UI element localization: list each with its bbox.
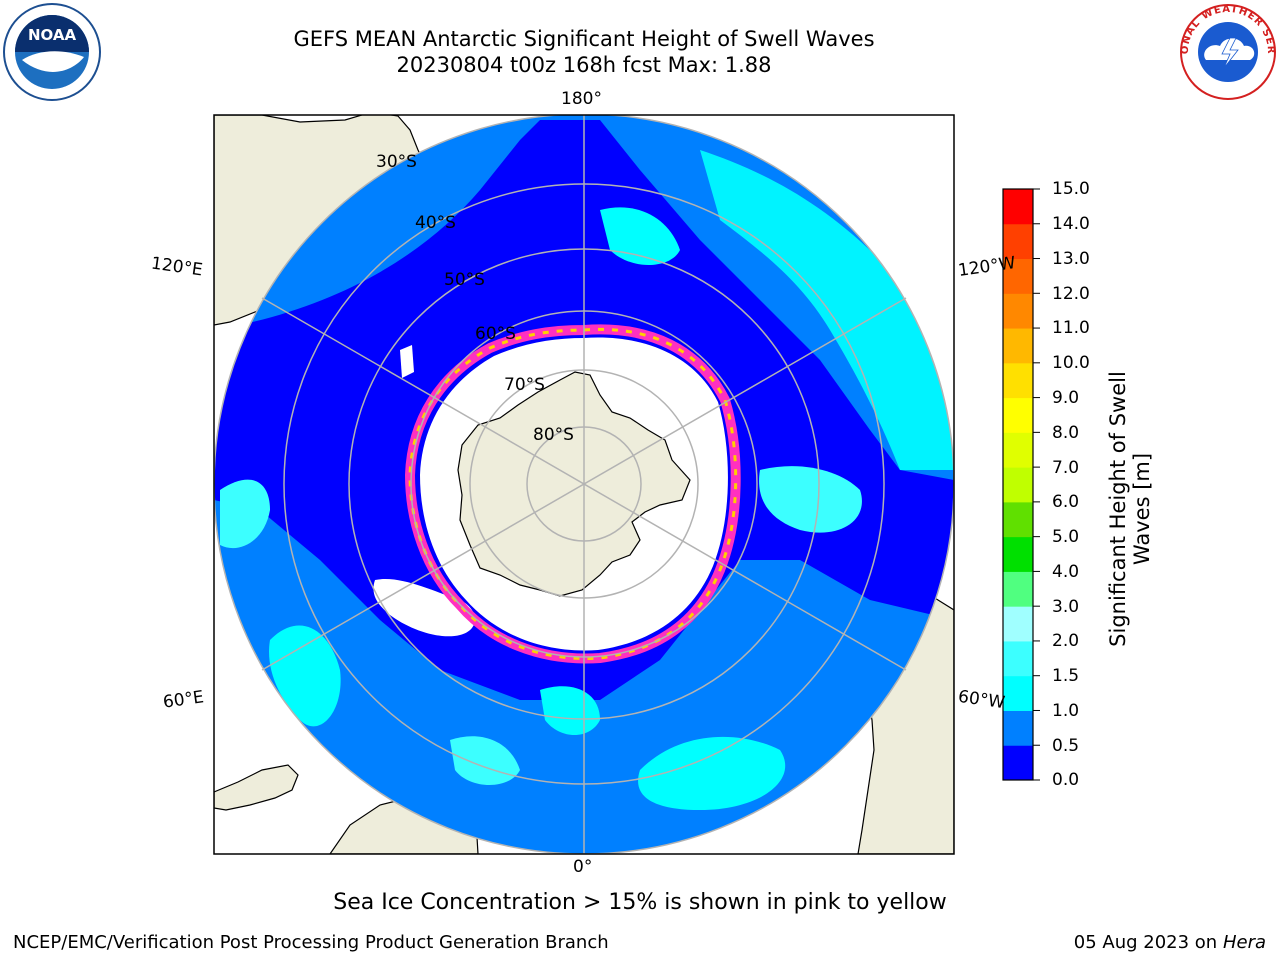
noaa-logo: NOAA [3,3,101,101]
colorbar-swatch [1003,362,1033,399]
colorbar-tick: 11.0 [1052,318,1090,338]
nws-logo: NATIONAL WEATHER SERVICE [1178,2,1276,100]
colorbar-tick: 4.0 [1052,562,1080,582]
colorbar-swatch [1003,571,1033,607]
colorbar-swatch [1003,606,1033,642]
antarctica-land [457,371,691,597]
colorbar-swatch [1003,189,1033,225]
madagascar-land [214,764,299,811]
colorbar-tick: 12.0 [1052,284,1090,304]
colorbar-tick: 5.0 [1052,527,1080,547]
colorbar-tick: 7.0 [1052,458,1080,478]
colorbar-tick: 2.0 [1052,631,1080,651]
colorbar-swatch [1003,710,1033,746]
colorbar [1003,188,1040,781]
date-stamp: 05 Aug 2023 on Hera [1074,932,1266,953]
colorbar-tick: 3.0 [1052,597,1080,617]
colorbar-swatch [1003,397,1033,433]
lon-label-0: 0° [573,857,593,877]
lat-label-30s: 30°S [376,152,417,172]
lon-label-180: 180° [561,89,602,109]
lat-label-70s: 70°S [504,375,545,395]
colorbar-frame [1002,188,1034,781]
colorbar-tick: 14.0 [1052,214,1090,234]
colorbar-tick: 1.0 [1052,701,1080,721]
colorbar-swatch [1003,293,1033,329]
graticule [214,115,954,854]
colorbar-tick: 1.5 [1052,666,1080,686]
colorbar-swatch [1003,467,1033,503]
date-stamp-date: 05 Aug 2023 on [1073,932,1218,953]
lat-label-60s: 60°S [475,324,516,344]
lat-label-40s: 40°S [415,213,456,233]
date-stamp-host: Hera [1222,932,1266,953]
chart-title: GEFS MEAN Antarctic Significant Height o… [293,27,875,51]
colorbar-tick: 6.0 [1052,492,1080,512]
colorbar-tick: 0.5 [1052,736,1080,756]
colorbar-tick: 0.0 [1052,770,1080,790]
colorbar-tick: 10.0 [1052,353,1090,373]
lat-label-80s: 80°S [533,425,574,445]
colorbar-swatch [1003,432,1033,468]
colorbar-tick: 8.0 [1052,423,1080,443]
noaa-logo-text: NOAA [28,26,77,44]
lat-label-50s: 50°S [444,270,485,290]
colorbar-tick: 15.0 [1052,179,1090,199]
map-frame [213,114,955,855]
colorbar-swatch [1003,675,1033,711]
colorbar-swatch [1003,258,1033,294]
colorbar-swatch [1003,328,1033,364]
colorbar-tick: 13.0 [1052,249,1090,269]
credit-line: NCEP/EMC/Verification Post Processing Pr… [13,932,609,953]
colorbar-swatch [1003,640,1033,677]
sea-ice-note: Sea Ice Concentration > 15% is shown in … [333,890,947,915]
colorbar-swatch [1003,745,1033,781]
colorbar-tick: 9.0 [1052,388,1080,408]
colorbar-swatch [1003,501,1033,538]
colorbar-label: Significant Height of Swell Waves [m] [1106,371,1154,647]
colorbar-swatch [1003,536,1033,572]
colorbar-swatch [1003,223,1033,260]
chart-subtitle: 20230804 t00z 168h fcst Max: 1.88 [396,53,772,77]
